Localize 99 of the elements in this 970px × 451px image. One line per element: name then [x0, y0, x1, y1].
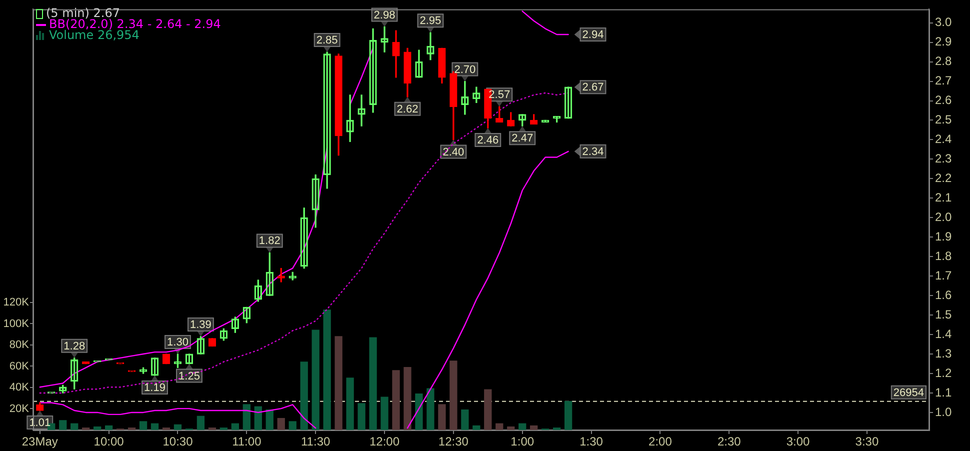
x-tick-label: 11:00: [232, 434, 262, 449]
x-tick-label: 2:00: [648, 434, 672, 449]
bar: [174, 424, 182, 430]
annotation: 1.01: [29, 417, 51, 430]
y-tick-label: 2.5: [935, 112, 952, 127]
bar: [70, 423, 78, 430]
bar: [254, 406, 262, 430]
bar: [564, 401, 572, 430]
bar: [472, 425, 480, 430]
legend-label: (5 min) 2.67: [46, 6, 120, 20]
bar: [300, 362, 308, 430]
annotation: 2.34: [582, 146, 604, 158]
bar: [380, 396, 388, 430]
x-tick-label: 1:30: [580, 434, 604, 449]
bar: [392, 370, 400, 430]
bar: [369, 337, 377, 430]
y-tick-label: 1.0: [935, 404, 952, 419]
annotation: 1.82: [258, 235, 280, 248]
x-tick-label: 12:00: [369, 434, 400, 449]
ref-line-label: 26954: [893, 386, 924, 399]
bar: [266, 409, 274, 430]
annotation: 1.28: [64, 340, 86, 352]
annotation: 2.94: [582, 29, 604, 42]
annotation: 2.62: [396, 103, 418, 116]
bar: [231, 423, 240, 430]
bar: [404, 366, 412, 430]
bar: [507, 426, 515, 430]
bar: [426, 388, 434, 430]
y-tick-label: 2.1: [935, 190, 952, 204]
y-tick-label: 2.4: [935, 132, 952, 146]
bar: [242, 404, 250, 430]
bar: [150, 423, 159, 430]
y-tick-label: 1.9: [935, 229, 952, 244]
x-tick-label: 11:30: [301, 434, 330, 449]
y-tick-label: 2.6: [935, 93, 952, 108]
x-tick-label: 23May: [22, 434, 58, 449]
y-tick-label: 2.7: [935, 74, 952, 88]
y2-tick-label: 20K: [9, 402, 30, 415]
annotation: 1.30: [167, 336, 188, 349]
bar: [461, 409, 469, 430]
candlestick: [277, 268, 285, 282]
annotation: 2.98: [374, 9, 396, 22]
y-tick-label: 1.2: [935, 366, 952, 380]
bar: [438, 404, 446, 430]
annotation: 2.40: [442, 146, 464, 158]
y-tick-label: 1.4: [935, 326, 952, 341]
y-tick-label: 2.3: [935, 152, 952, 166]
annotation: 2.47: [512, 132, 534, 145]
annotation: 2.95: [420, 15, 442, 28]
annotation: 1.39: [190, 319, 212, 332]
y-tick-label: 2.9: [935, 34, 952, 49]
y2-tick-label: 100K: [3, 318, 30, 330]
y2-tick-label: 40K: [9, 382, 30, 394]
bar: [196, 416, 205, 430]
annotation: 1.19: [144, 382, 166, 394]
x-tick-label: 2:30: [717, 434, 742, 449]
y-tick-label: 3.0: [935, 15, 952, 30]
x-tick-label: 12:30: [438, 434, 469, 449]
x-tick-label: 10:00: [94, 434, 124, 449]
bar: [358, 403, 366, 430]
y-tick-label: 1.3: [935, 346, 952, 360]
annotation: 2.85: [316, 34, 338, 47]
x-tick-label: 10:30: [162, 434, 194, 449]
x-tick-label: 1:00: [510, 434, 534, 449]
x-tick-label: 3:00: [786, 434, 810, 449]
bar: [288, 421, 296, 430]
bar: [323, 310, 331, 430]
y-tick-label: 2.2: [935, 171, 952, 185]
candlestick: [564, 86, 572, 119]
bar: [94, 426, 102, 430]
annotation: 1.25: [178, 370, 200, 382]
bar: [59, 420, 67, 430]
bar: [104, 425, 113, 430]
bar: [277, 418, 285, 430]
bar: [450, 360, 458, 430]
bar: [312, 330, 320, 430]
y2-tick-label: 60K: [9, 360, 30, 372]
bar: [415, 394, 423, 430]
legend-label: BB(20,2.0) 2.34 - 2.64 - 2.94: [49, 17, 221, 31]
annotation: 2.67: [582, 82, 604, 94]
bar: [518, 423, 526, 430]
bar: [496, 423, 504, 430]
y-tick-label: 2.8: [935, 54, 952, 68]
bar: [334, 336, 342, 430]
y2-tick-label: 80K: [9, 339, 30, 352]
annotation: 2.46: [477, 134, 499, 147]
y-tick-label: 1.8: [935, 248, 952, 263]
y-tick-label: 1.5: [935, 307, 952, 322]
bar: [484, 389, 492, 430]
bar: [139, 421, 148, 430]
y2-tick-label: 120K: [3, 296, 30, 309]
y-tick-label: 1.6: [935, 288, 952, 302]
bar: [530, 425, 538, 430]
y-tick-label: 1.1: [935, 385, 952, 400]
bar: [346, 378, 354, 430]
y-tick-label: 1.7: [935, 268, 952, 282]
x-tick-label: 3:30: [855, 434, 879, 449]
annotation: 2.70: [454, 64, 476, 76]
y-tick-label: 2.0: [935, 210, 952, 224]
